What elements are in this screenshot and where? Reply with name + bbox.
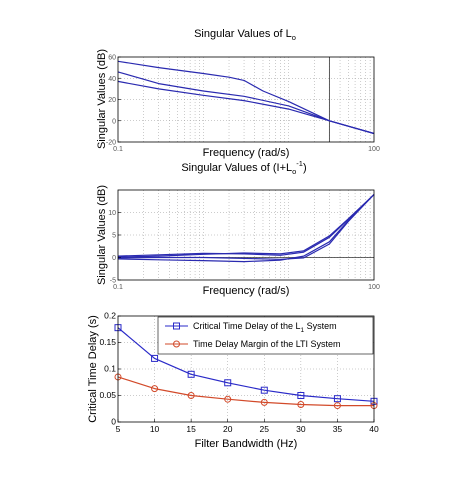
- chart-critical-time-delay: 0 0.05 0.1 0.15 0.2 5 10 15 20 25 30 35 40 Filter B…: [87, 311, 379, 451]
- series-line-2: [117, 194, 375, 258]
- y-tick-label: 0.1: [104, 364, 116, 374]
- legend-marker-circle: [173, 340, 180, 348]
- x-tick-label: 100: [368, 146, 380, 153]
- x-tick-label: 25: [260, 424, 270, 434]
- x-tick-label: 40: [369, 424, 379, 434]
- chart1-plot-frame: [117, 56, 375, 143]
- series-line-1: [117, 327, 375, 402]
- data-point-circle: [260, 398, 268, 406]
- series-line-2: [117, 376, 374, 407]
- chart-singular-values-sensitivity: Singular Values of (I+Lo-1) -5 0 5 10 0.1 10…: [96, 159, 380, 297]
- data-point-circle: [333, 402, 341, 410]
- data-point-square: [187, 370, 195, 378]
- chart1-ylabel: Singular Values (dB): [96, 49, 108, 149]
- data-point-circle: [187, 392, 195, 399]
- chart2-xlabel: Frequency (rad/s): [203, 285, 290, 297]
- y-tick-label: -5: [110, 278, 116, 285]
- x-tick-label: 15: [186, 424, 196, 434]
- legend-label-1: Critical Time Delay of the L1 System: [193, 321, 337, 334]
- chart1-series-group: [117, 57, 375, 142]
- legend-item-critical-time-delay: Critical Time Delay of the L1 System: [165, 321, 337, 334]
- series-line-4: [117, 194, 375, 260]
- y-tick-label: 0.2: [104, 311, 116, 321]
- y-tick-label: -20: [106, 140, 116, 147]
- data-point-square: [260, 386, 268, 394]
- chart3-ylabel: Critical Time Delay (s): [87, 315, 99, 423]
- data-point-circle: [151, 385, 159, 393]
- chart3-y-ticks: 0 0.05 0.1 0.15 0.2: [99, 311, 121, 427]
- y-tick-label: 20: [108, 97, 116, 104]
- data-point-square: [297, 392, 305, 399]
- y-tick-label: 0: [112, 118, 116, 125]
- chart2-ylabel: Singular Values (dB): [96, 185, 108, 285]
- chart2-series-group: [117, 194, 375, 263]
- x-tick-label: 20: [223, 424, 233, 434]
- y-tick-label: 40: [108, 76, 116, 83]
- y-tick-label: 10: [108, 210, 116, 217]
- x-tick-label: 0.1: [113, 284, 123, 291]
- y-tick-label: 5: [112, 233, 116, 240]
- series-line-3: [117, 80, 375, 135]
- y-tick-label: 0: [111, 417, 116, 427]
- chart2-title: Singular Values of (I+Lo-1): [181, 159, 306, 176]
- data-point-circle: [297, 401, 305, 409]
- chart3-x-ticks: 5 10 15 20 25 30 35 40: [116, 419, 379, 434]
- chart2-x-ticks: 0.1 100: [113, 284, 380, 291]
- data-point-circle: [224, 395, 232, 403]
- chart3-legend: Critical Time Delay of the L1 System Tim…: [157, 316, 374, 355]
- chart1-title: Singular Values of Lo: [194, 28, 296, 42]
- y-tick-label: 60: [108, 55, 116, 62]
- x-tick-label: 100: [368, 284, 380, 291]
- x-tick-label: 5: [116, 424, 121, 434]
- series-line-1: [117, 194, 375, 257]
- x-tick-label: 10: [150, 424, 160, 434]
- chart3-series-group: [114, 324, 378, 410]
- chart2-y-ticks: -5 0 5 10: [108, 210, 121, 285]
- data-point-square: [151, 354, 159, 362]
- y-tick-label: 0.05: [99, 390, 116, 400]
- series-line-1: [117, 60, 375, 135]
- legend-item-time-delay-margin: Time Delay Margin of the LTI System: [165, 339, 341, 349]
- y-tick-label: 0: [112, 255, 116, 262]
- x-tick-label: 0.1: [113, 146, 123, 153]
- y-tick-label: 0.15: [99, 337, 116, 347]
- legend-marker-square: [173, 322, 180, 330]
- data-point-square: [333, 395, 341, 403]
- chart1-y-ticks: -20 0 20 40 60: [106, 55, 121, 147]
- series-line-3: [117, 194, 375, 263]
- data-point-square: [224, 379, 232, 387]
- x-tick-label: 30: [296, 424, 306, 434]
- chart1-x-ticks: 0.1 100: [113, 146, 380, 153]
- legend-label-2: Time Delay Margin of the LTI System: [193, 339, 341, 349]
- x-tick-label: 35: [333, 424, 343, 434]
- chart1-grid: [118, 57, 374, 142]
- chart1-xlabel: Frequency (rad/s): [203, 147, 290, 159]
- legend-box: [157, 316, 374, 355]
- chart3-xlabel: Filter Bandwidth (Hz): [195, 438, 298, 450]
